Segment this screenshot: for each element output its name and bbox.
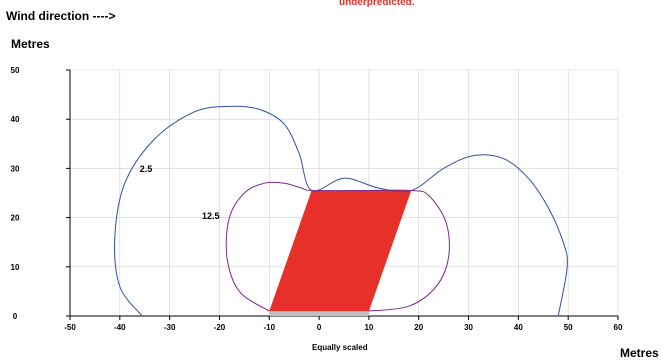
x-tick-label: -40 xyxy=(114,323,126,332)
x-tick-label: 0 xyxy=(317,323,322,332)
y-tick-label: 0 xyxy=(13,312,18,321)
truncated-note-text: underpredicted. xyxy=(339,0,415,8)
x-tick-label: -20 xyxy=(214,323,226,332)
x-tick-label: 30 xyxy=(464,323,473,332)
x-tick-label: -50 xyxy=(64,323,76,332)
y-axis-unit-label: Metres xyxy=(11,37,50,51)
y-tick-label: 50 xyxy=(11,66,20,75)
x-tick-label: 40 xyxy=(514,323,523,332)
contour-label: 2.5 xyxy=(140,164,153,174)
x-axis-unit-label: Metres xyxy=(620,346,659,360)
x-tick-label: 20 xyxy=(414,323,423,332)
x-tick-label: 10 xyxy=(364,323,373,332)
y-tick-label: 10 xyxy=(11,263,20,272)
y-tick-label: 30 xyxy=(11,164,20,173)
contour-label: 12.5 xyxy=(202,211,220,221)
contour-line-2-5 xyxy=(114,105,568,317)
y-tick-label: 40 xyxy=(11,115,20,124)
building-base-strip xyxy=(269,311,369,316)
contour-line-12-5 xyxy=(225,181,450,312)
x-tick-label: 50 xyxy=(564,323,573,332)
y-tick-label: 20 xyxy=(11,214,20,223)
wind-direction-label: Wind direction ----> xyxy=(6,9,116,23)
equally-scaled-note: Equally scaled xyxy=(312,343,368,352)
building-shape xyxy=(269,190,412,312)
x-tick-label: -30 xyxy=(164,323,176,332)
x-tick-label: 60 xyxy=(614,323,623,332)
x-tick-label: -10 xyxy=(263,323,275,332)
